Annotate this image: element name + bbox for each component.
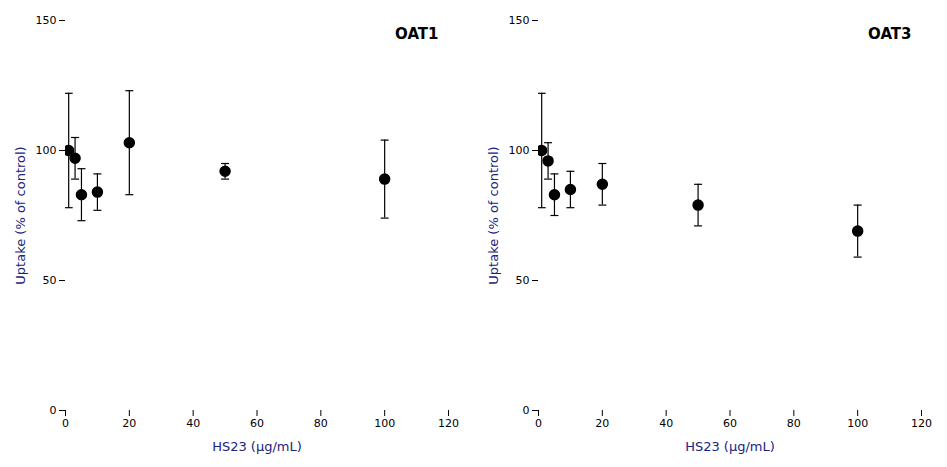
svg-text:80: 80: [314, 417, 328, 430]
svg-text:60: 60: [250, 417, 264, 430]
svg-text:120: 120: [911, 417, 932, 430]
svg-text:OAT1: OAT1: [395, 25, 438, 43]
svg-text:80: 80: [787, 417, 801, 430]
svg-text:0: 0: [50, 404, 57, 417]
svg-text:50: 50: [43, 274, 57, 287]
svg-text:100: 100: [36, 144, 57, 157]
svg-text:20: 20: [595, 417, 609, 430]
svg-text:20: 20: [122, 417, 136, 430]
svg-text:40: 40: [659, 417, 673, 430]
svg-text:150: 150: [509, 14, 530, 27]
svg-text:40: 40: [186, 417, 200, 430]
svg-text:120: 120: [438, 417, 459, 430]
svg-text:100: 100: [847, 417, 868, 430]
svg-text:HS23 (μg/mL): HS23 (μg/mL): [685, 439, 775, 454]
svg-text:0: 0: [535, 417, 542, 430]
svg-text:Uptake (% of control): Uptake (% of control): [486, 146, 501, 284]
svg-text:OAT3: OAT3: [868, 25, 911, 43]
svg-text:0: 0: [523, 404, 530, 417]
svg-text:100: 100: [374, 417, 395, 430]
svg-text:Uptake (% of control): Uptake (% of control): [13, 146, 28, 284]
svg-text:60: 60: [723, 417, 737, 430]
svg-text:100: 100: [509, 144, 530, 157]
svg-text:50: 50: [516, 274, 530, 287]
svg-text:0: 0: [62, 417, 69, 430]
svg-text:150: 150: [36, 14, 57, 27]
svg-text:HS23 (μg/mL): HS23 (μg/mL): [212, 439, 302, 454]
